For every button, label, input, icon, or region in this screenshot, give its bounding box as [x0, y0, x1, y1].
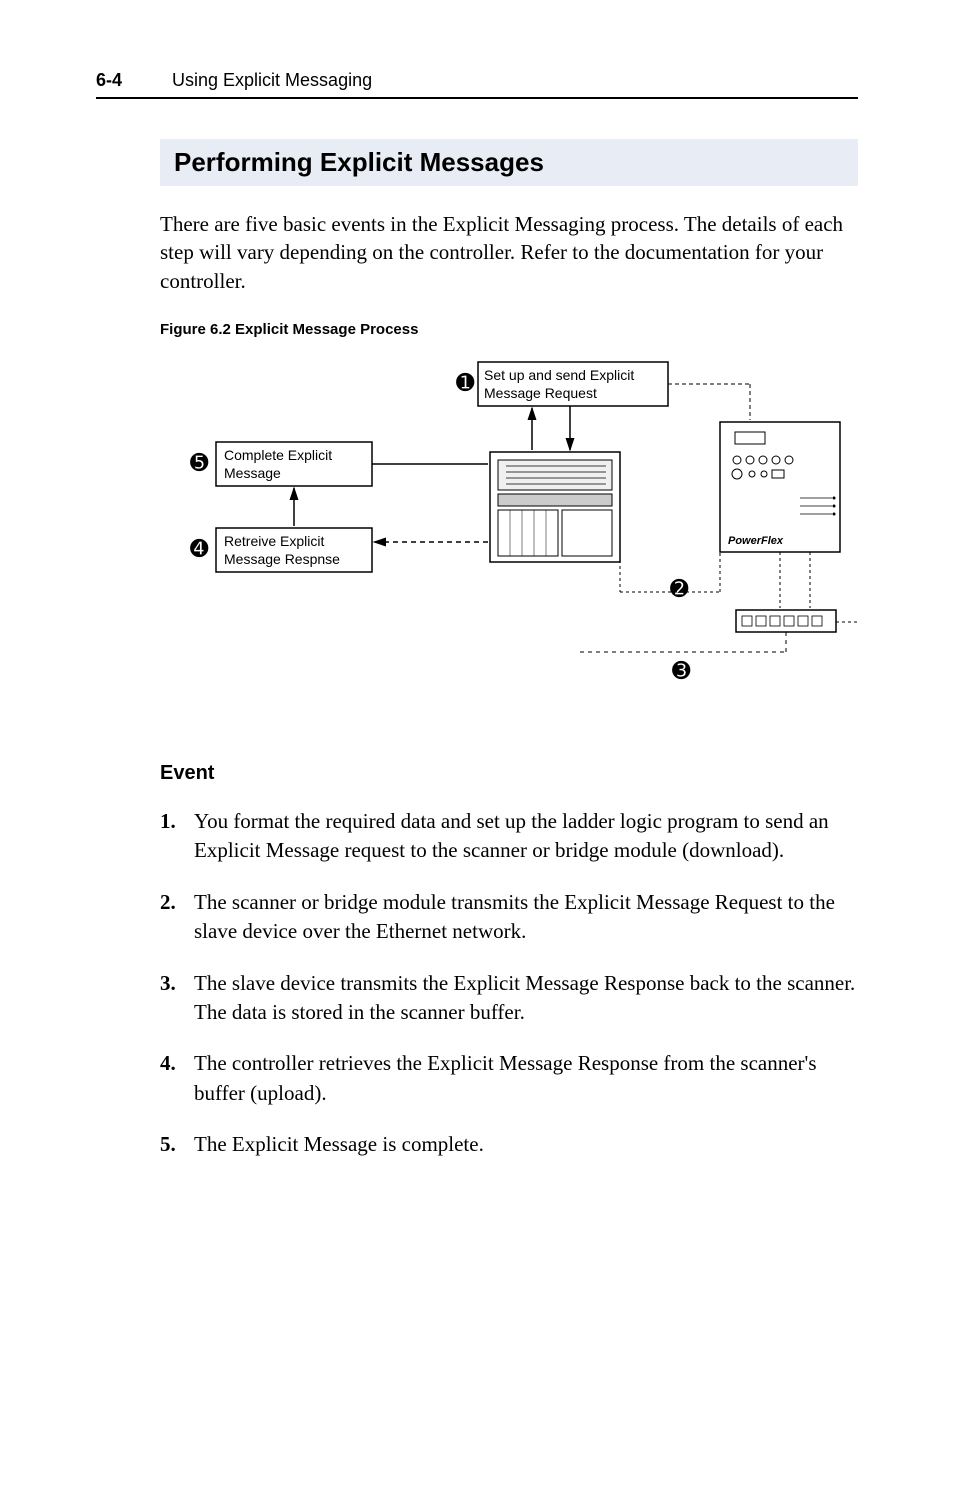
list-text: The Explicit Message is complete.	[194, 1130, 858, 1159]
intro-paragraph: There are five basic events in the Expli…	[160, 210, 858, 295]
brand-text: PowerFlex	[728, 535, 784, 547]
section-heading: Performing Explicit Messages	[160, 139, 858, 186]
event-heading: Event	[160, 762, 858, 785]
drive-device-icon	[490, 452, 620, 562]
box5-line2: Message	[224, 465, 281, 481]
list-num: 1.	[160, 807, 194, 866]
list-item: 4. The controller retrieves the Explicit…	[160, 1049, 858, 1108]
page-header: 6-4 Using Explicit Messaging	[96, 70, 858, 99]
list-text: The scanner or bridge module transmits t…	[194, 888, 858, 947]
box4-line1: Retreive Explicit	[224, 533, 324, 549]
callout-1: ➊	[456, 370, 475, 395]
event-list: 1. You format the required data and set …	[160, 807, 858, 1160]
chapter-title: Using Explicit Messaging	[172, 70, 372, 91]
box5-line1: Complete Explicit	[224, 447, 332, 463]
callout-5: ➎	[190, 450, 209, 475]
figure-caption: Figure 6.2 Explicit Message Process	[160, 321, 858, 338]
box4-line2: Message Respnse	[224, 551, 340, 567]
box1-line2: Message Request	[484, 385, 597, 401]
list-num: 4.	[160, 1049, 194, 1108]
callout-2: ➋	[670, 576, 689, 601]
page-number: 6-4	[96, 70, 122, 91]
comm-module-icon: PowerFlex	[720, 422, 840, 552]
list-item: 2. The scanner or bridge module transmit…	[160, 888, 858, 947]
list-text: The slave device transmits the Explicit …	[194, 969, 858, 1028]
box1-line1: Set up and send Explicit	[484, 367, 634, 383]
callout-4: ➍	[190, 536, 209, 561]
list-num: 2.	[160, 888, 194, 947]
explicit-message-diagram: Set up and send Explicit Message Request…	[160, 352, 860, 712]
list-item: 3. The slave device transmits the Explic…	[160, 969, 858, 1028]
list-item: 1. You format the required data and set …	[160, 807, 858, 866]
list-num: 3.	[160, 969, 194, 1028]
list-text: The controller retrieves the Explicit Me…	[194, 1049, 858, 1108]
list-item: 5. The Explicit Message is complete.	[160, 1130, 858, 1159]
callout-3: ➌	[672, 658, 691, 683]
figure-diagram: Set up and send Explicit Message Request…	[160, 352, 858, 712]
list-num: 5.	[160, 1130, 194, 1159]
hub-icon	[736, 610, 836, 632]
list-text: You format the required data and set up …	[194, 807, 858, 866]
